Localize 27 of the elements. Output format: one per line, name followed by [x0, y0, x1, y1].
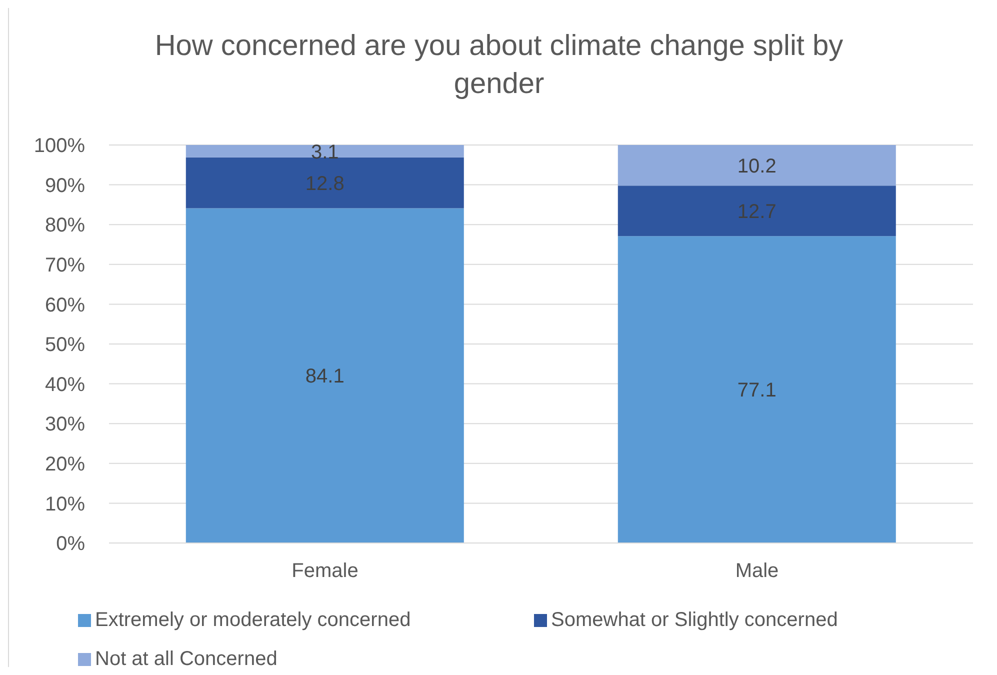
legend-label: Not at all Concerned — [95, 648, 278, 669]
bar — [186, 208, 464, 543]
y-tick-label: 90% — [44, 174, 86, 197]
bar — [618, 236, 896, 543]
x-tick-label: Male — [735, 560, 779, 582]
y-tick-label: 10% — [44, 493, 86, 516]
bar — [618, 186, 896, 236]
bar — [618, 145, 896, 186]
data-label: 12.7 — [737, 200, 776, 223]
chart-title: How concerned are you about climate change split by gender — [154, 29, 844, 102]
y-tick-label: 20% — [44, 454, 86, 476]
data-label: 77.1 — [737, 380, 776, 402]
y-tick-label: 100% — [34, 135, 86, 158]
legend-label: Somewhat or Slightly concerned — [551, 609, 838, 632]
y-tick-label: 50% — [44, 334, 86, 356]
y-tick-label: 0% — [56, 533, 86, 556]
bar — [186, 157, 464, 208]
data-label: 84.1 — [305, 366, 344, 388]
legend-label: Extremely or moderately concerned — [95, 609, 411, 632]
x-tick-label: Female — [292, 560, 358, 582]
data-label: 12.8 — [305, 172, 344, 195]
y-tick-label: 60% — [44, 294, 86, 316]
data-label: 10.2 — [737, 155, 776, 178]
y-tick-label: 40% — [44, 374, 86, 396]
y-tick-label: 30% — [44, 414, 86, 436]
y-tick-label: 70% — [44, 254, 86, 276]
y-tick-label: 80% — [44, 214, 86, 237]
